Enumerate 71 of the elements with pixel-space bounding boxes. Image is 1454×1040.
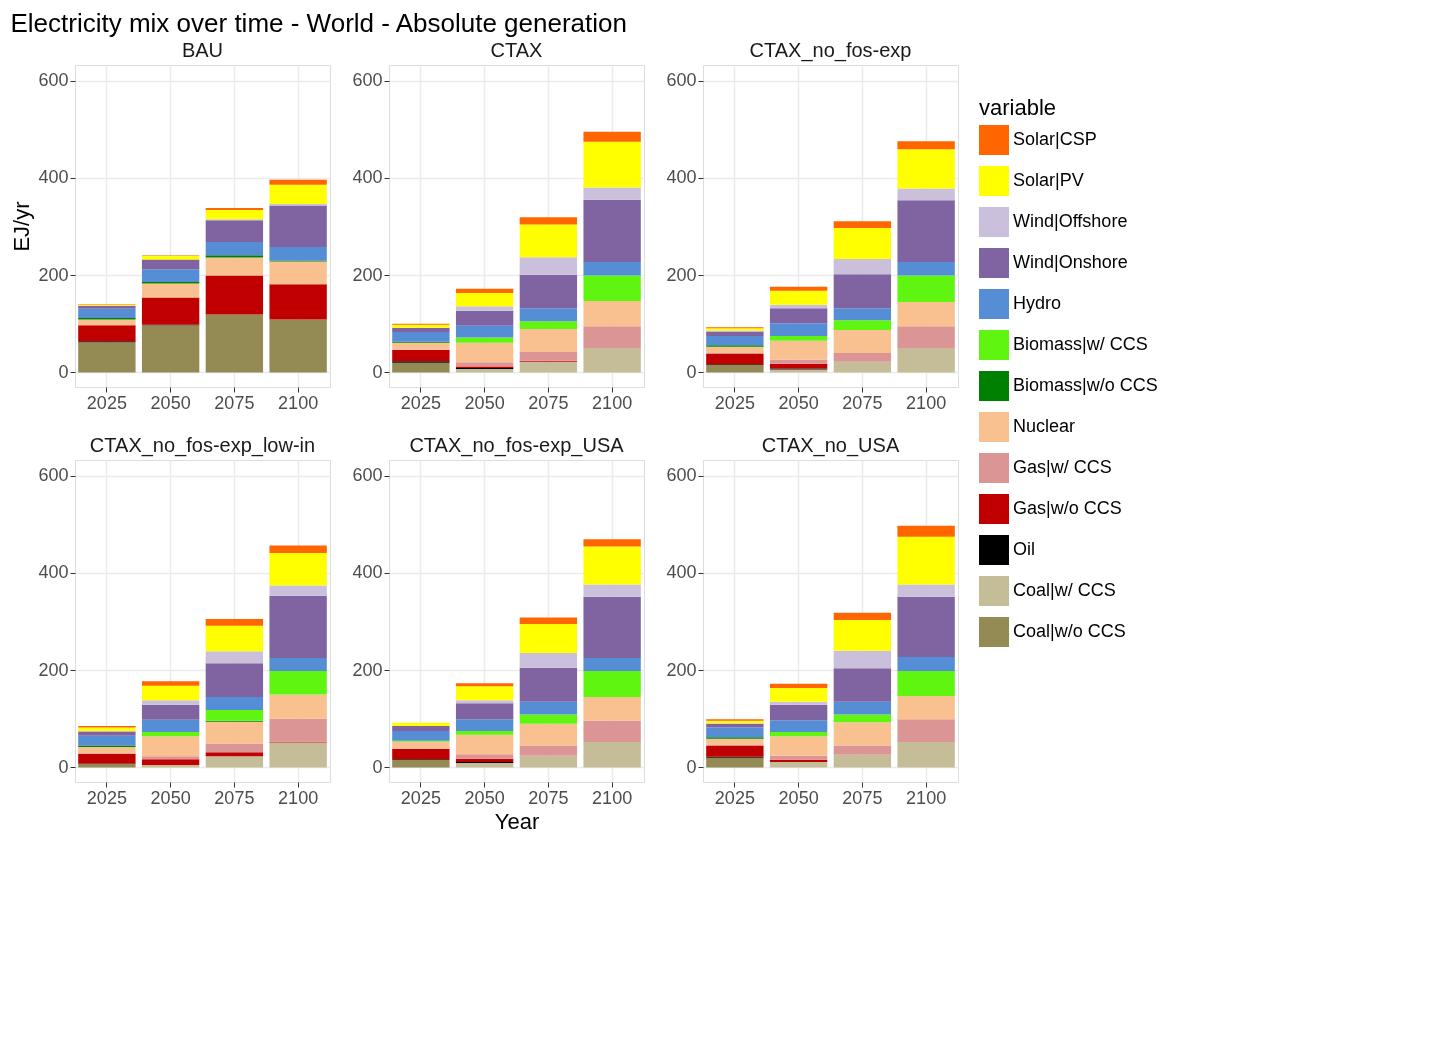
y-tick-label: 0 [58, 361, 69, 382]
x-tick-label: 2025 [400, 392, 441, 413]
x-tick-label: 2100 [278, 787, 319, 808]
y-tick-label: 200 [38, 264, 69, 285]
y-tick-label: 400 [38, 562, 69, 583]
x-tick-label: 2075 [214, 392, 255, 413]
legend-label: Gas|w/ CCS [1013, 457, 1112, 477]
legend-label: Oil [1013, 539, 1035, 559]
x-tick-label: 2050 [464, 787, 505, 808]
legend-label: Coal|w/o CCS [1013, 621, 1126, 641]
legend-label: Wind|Offshore [1013, 211, 1128, 231]
y-tick-label: 0 [372, 756, 383, 777]
x-tick-label: 2025 [714, 392, 755, 413]
legend-label: Hydro [1013, 293, 1062, 313]
chart-title: CTAX_no_fos-exp [749, 39, 912, 62]
y-tick-label: 200 [666, 659, 697, 680]
y-tick-label: 0 [686, 361, 697, 382]
x-tick-label: 2050 [464, 392, 505, 413]
y-tick-label: 0 [372, 361, 383, 382]
x-tick-label: 2025 [714, 787, 755, 808]
x-tick-label: 2075 [214, 787, 255, 808]
chart-title: CTAX [490, 39, 543, 61]
chart-title: CTAX_no_fos-exp_low-in [89, 434, 316, 457]
y-tick-label: 600 [352, 465, 383, 486]
y-tick-label: 600 [352, 70, 383, 91]
y-tick-label: 600 [38, 70, 69, 91]
y-tick-label: 0 [58, 756, 69, 777]
y-tick-label: 400 [352, 167, 383, 188]
x-tick-label: 2100 [906, 787, 947, 808]
y-tick-label: 400 [352, 562, 383, 583]
x-tick-label: 2050 [150, 392, 191, 413]
y-tick-label: 200 [352, 659, 383, 680]
y-tick-label: 400 [666, 167, 697, 188]
legend-label: Nuclear [1013, 416, 1076, 436]
y-tick-label: 600 [666, 70, 697, 91]
y-tick-label: 400 [38, 167, 69, 188]
x-axis-title: Year [494, 808, 540, 834]
legend-label: Coal|w/ CCS [1013, 580, 1116, 600]
chart-title: CTAX_no_fos-exp_USA [409, 434, 625, 457]
x-tick-label: 2100 [592, 392, 633, 413]
x-tick-label: 2050 [150, 787, 191, 808]
legend-label: Biomass|w/o CCS [1013, 375, 1158, 395]
x-tick-label: 2025 [400, 787, 441, 808]
y-tick-label: 600 [666, 465, 697, 486]
y-tick-label: 600 [38, 465, 69, 486]
x-tick-label: 2100 [278, 392, 319, 413]
legend-label: Gas|w/o CCS [1013, 498, 1122, 518]
legend-label: Biomass|w/ CCS [1013, 334, 1148, 354]
x-tick-label: 2100 [906, 392, 947, 413]
y-tick-label: 400 [666, 562, 697, 583]
x-tick-label: 2050 [778, 787, 819, 808]
legend-label: Solar|PV [1013, 170, 1084, 190]
y-tick-label: 200 [38, 659, 69, 680]
chart-title: BAU [181, 39, 224, 61]
chart-title: CTAX_no_USA [761, 434, 900, 457]
x-tick-label: 2100 [592, 787, 633, 808]
x-tick-label: 2075 [842, 787, 883, 808]
y-tick-label: 0 [686, 756, 697, 777]
x-tick-label: 2025 [86, 392, 127, 413]
legend-label: Wind|Onshore [1013, 252, 1128, 272]
x-tick-label: 2050 [778, 392, 819, 413]
legend-title: variable [979, 95, 1057, 120]
y-tick-label: 200 [352, 264, 383, 285]
x-tick-label: 2075 [842, 392, 883, 413]
text: Electricity mix over time - World - Absolute generation [10, 7, 627, 38]
y-tick-label: 200 [666, 264, 697, 285]
x-tick-label: 2025 [86, 787, 127, 808]
x-tick-label: 2075 [528, 787, 569, 808]
legend-label: Solar|CSP [1013, 129, 1097, 149]
x-tick-label: 2075 [528, 392, 569, 413]
y-axis-title: EJ/yr [9, 201, 35, 252]
